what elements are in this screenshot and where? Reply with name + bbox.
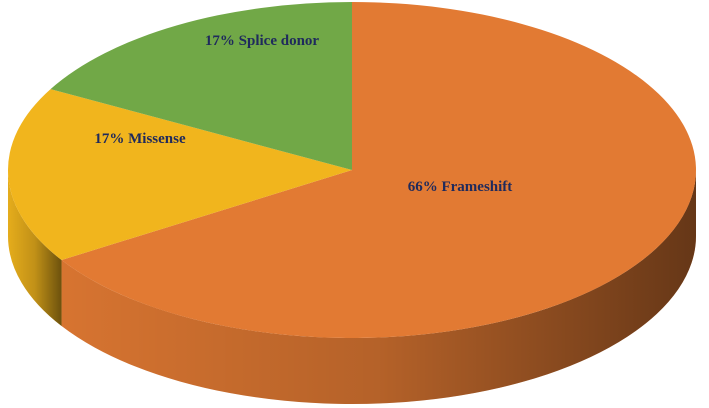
slice-category-label: Missense [128, 131, 186, 147]
slice [8, 89, 353, 261]
slice-value-label: 17% [94, 131, 124, 147]
pie-sides [8, 170, 696, 404]
pie-tops [8, 2, 696, 338]
slice-label: 17% Splice donor [205, 33, 320, 49]
slice [50, 2, 352, 170]
slice-category-label: Frameshift [441, 179, 512, 195]
slice-label: 66% Frameshift [408, 179, 513, 195]
slice-side-shade [8, 170, 62, 327]
slice [61, 2, 696, 338]
slice-label: 17% Missense [94, 131, 186, 147]
slice-category-label: Splice donor [239, 33, 320, 49]
slice-value-label: 66% [408, 179, 438, 195]
slice-value-label: 17% [205, 33, 235, 49]
slice-side-shade [61, 170, 696, 404]
